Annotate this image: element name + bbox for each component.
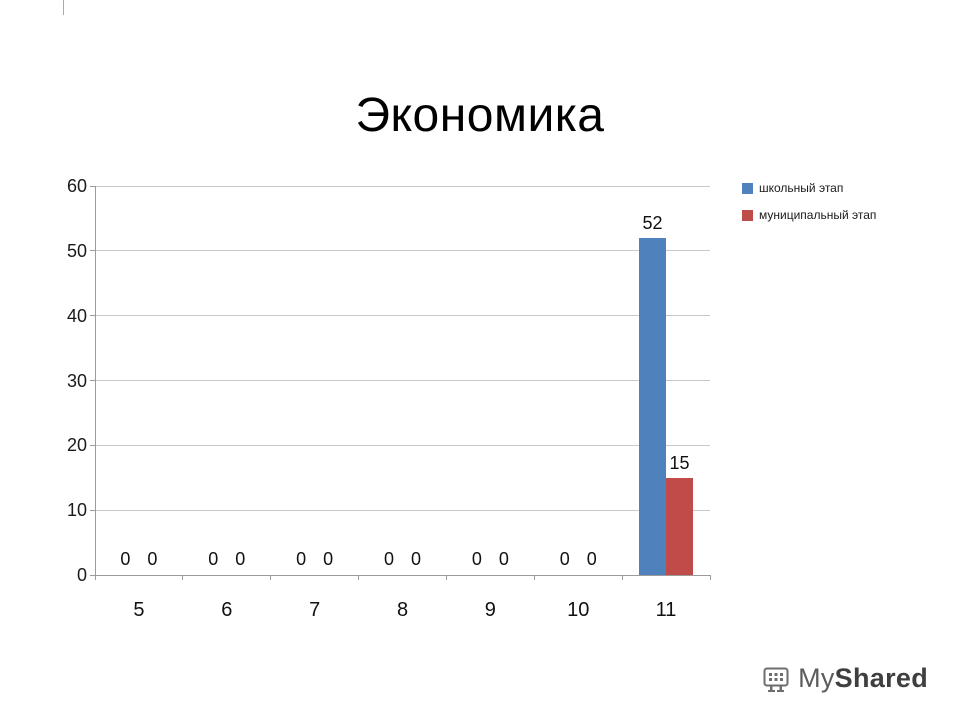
legend-item: школьный этап xyxy=(742,181,876,195)
x-tick-label: 10 xyxy=(567,599,590,621)
myshared-wordmark-suffix: Shared xyxy=(834,663,928,693)
y-axis-tick xyxy=(90,509,95,511)
gridline xyxy=(95,315,710,317)
y-axis-tick xyxy=(90,250,95,252)
value-label: 0 xyxy=(323,549,334,569)
legend-color-swatch-icon xyxy=(742,182,753,194)
x-tick-label: 8 xyxy=(396,599,409,621)
x-tick-label: 11 xyxy=(655,599,677,621)
y-axis-label: 20 xyxy=(66,435,87,456)
value-label: 0 xyxy=(147,549,158,569)
y-axis-label: 30 xyxy=(66,370,87,391)
y-axis-label: 10 xyxy=(66,500,87,521)
x-axis-tick xyxy=(182,575,184,580)
x-tick-label: 5 xyxy=(133,599,145,621)
legend-item: муниципальный этап xyxy=(742,208,876,222)
y-axis-label: 40 xyxy=(66,305,87,326)
gridline xyxy=(95,444,710,446)
bar xyxy=(666,477,694,575)
value-label: 0 xyxy=(120,549,131,569)
value-label: 0 xyxy=(471,549,482,569)
value-label: 15 xyxy=(669,452,690,473)
y-axis-tick xyxy=(90,185,95,187)
x-axis-tick xyxy=(709,575,711,580)
value-label: 0 xyxy=(498,549,509,569)
legend-label: муниципальный этап xyxy=(759,208,877,222)
legend-color-swatch-icon xyxy=(742,209,753,221)
gridline xyxy=(95,250,710,252)
bar xyxy=(639,237,667,575)
chart-legend: школьный этап муниципальный этап xyxy=(742,181,876,235)
value-label: 0 xyxy=(586,549,597,569)
y-axis-label: 60 xyxy=(66,176,87,196)
value-label: 0 xyxy=(296,549,307,569)
x-tick-label: 9 xyxy=(484,599,496,621)
gridline xyxy=(95,185,710,187)
x-axis-tick xyxy=(445,575,447,580)
slide-corner-mark xyxy=(63,0,64,15)
legend-label: школьный этап xyxy=(759,181,844,195)
x-axis-tick xyxy=(533,575,535,580)
page-title: Экономика xyxy=(355,89,605,143)
x-axis-tick xyxy=(621,575,623,580)
x-tick-label: 7 xyxy=(309,599,321,621)
value-label: 0 xyxy=(383,549,394,569)
gridline xyxy=(95,380,710,381)
gridline xyxy=(95,509,710,511)
x-axis-line xyxy=(95,574,710,576)
myshared-logo-icon xyxy=(763,667,789,692)
y-axis-label: 0 xyxy=(76,565,87,585)
value-label: 0 xyxy=(410,549,421,569)
y-axis-tick xyxy=(90,574,95,576)
y-axis-label: 50 xyxy=(66,240,87,261)
y-axis-line xyxy=(95,186,96,575)
y-axis-tick xyxy=(90,444,95,446)
value-label: 52 xyxy=(642,212,663,233)
myshared-wordmark-prefix: My xyxy=(798,663,835,693)
x-axis-tick xyxy=(270,575,272,580)
x-tick-label: 6 xyxy=(221,599,233,621)
myshared-wordmark: MyShared xyxy=(798,663,928,694)
value-label: 0 xyxy=(208,549,219,569)
myshared-watermark: MyShared xyxy=(762,663,928,694)
x-axis-tick xyxy=(358,575,360,580)
value-label: 0 xyxy=(235,549,246,569)
y-axis-tick xyxy=(90,315,95,317)
y-axis-tick xyxy=(90,380,95,381)
x-axis-tick xyxy=(94,575,96,580)
value-label: 0 xyxy=(559,549,570,569)
